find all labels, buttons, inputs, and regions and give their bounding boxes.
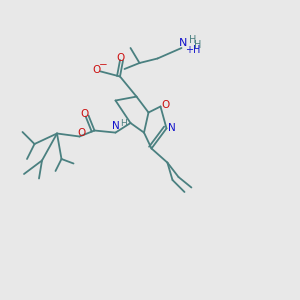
Text: −: −	[98, 60, 107, 70]
Text: H: H	[189, 34, 197, 45]
Text: O: O	[93, 65, 101, 75]
Text: H: H	[194, 40, 202, 50]
Text: O: O	[116, 52, 125, 63]
Text: O: O	[77, 128, 85, 138]
Text: O: O	[81, 109, 89, 119]
Text: N: N	[112, 121, 120, 131]
Text: O: O	[162, 100, 170, 110]
Text: N: N	[168, 123, 176, 133]
Text: H: H	[120, 119, 126, 128]
Text: +H: +H	[185, 45, 201, 56]
Text: N: N	[179, 38, 187, 48]
